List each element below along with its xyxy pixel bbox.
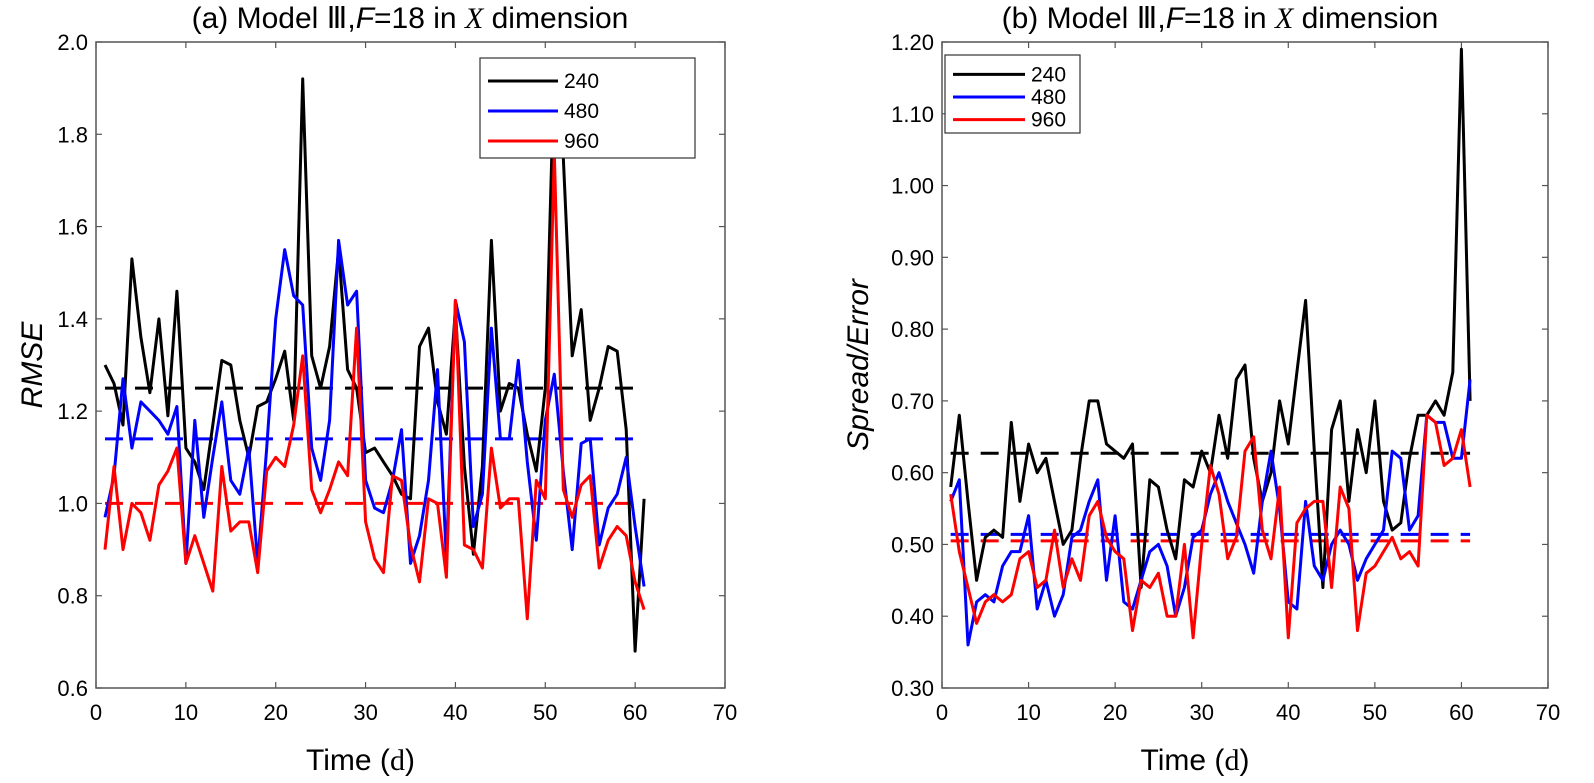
title-prefix: (b) Model — [1002, 2, 1137, 35]
y-tick-label: 0.40 — [891, 604, 934, 629]
y-tick-label: 0.6 — [57, 676, 88, 701]
panel-a-y-label: RMSE — [16, 321, 49, 409]
title-suffix: dimension — [483, 2, 628, 35]
x-tick-label: 50 — [1363, 700, 1387, 725]
x-tick-label: 60 — [1449, 700, 1473, 725]
x-tick-label: 60 — [623, 700, 647, 725]
legend-label-240: 240 — [1031, 63, 1066, 86]
title-f-symbol: F — [356, 2, 376, 35]
y-tick-label: 1.10 — [891, 102, 934, 127]
x-tick-label: 30 — [353, 700, 377, 725]
x-tick-label: 10 — [174, 700, 198, 725]
title-f-value: =18 in — [1184, 2, 1275, 35]
title-dim-symbol: X — [1274, 2, 1295, 35]
legend-label-240: 240 — [564, 70, 599, 93]
x-label-close: ) — [1239, 744, 1249, 777]
legend-label-480: 480 — [1031, 86, 1066, 109]
x-tick-label: 0 — [936, 700, 948, 725]
x-tick-label: 40 — [1276, 700, 1300, 725]
y-tick-label: 1.8 — [57, 122, 88, 147]
panel-a-legend: 240 480 960 — [479, 57, 696, 159]
y-tick-label: 2.0 — [57, 30, 88, 55]
title-prefix: (a) Model — [192, 2, 327, 35]
y-tick-label: 1.6 — [57, 215, 88, 240]
x-tick-label: 30 — [1189, 700, 1213, 725]
title-suffix: dimension — [1293, 2, 1438, 35]
x-tick-label: 40 — [443, 700, 467, 725]
title-f-value: =18 in — [374, 2, 465, 35]
y-tick-label: 0.30 — [891, 676, 934, 701]
panel-b-series-lines — [949, 47, 1472, 647]
panel-a-y-ticks: 0.6 0.8 1.0 1.2 1.4 1.6 1.8 2.0 — [57, 30, 725, 701]
panel-b-spread-error: (b) Model Ⅲ,F=18 in X dimension 0.30 0.40… — [842, 2, 1560, 777]
x-tick-label: 20 — [1103, 700, 1127, 725]
x-label-unit: d — [1224, 744, 1239, 777]
series-line-480 — [949, 379, 1472, 647]
x-tick-label: 0 — [90, 700, 102, 725]
y-tick-label: 1.0 — [57, 491, 88, 516]
panel-b-x-ticks: 0 10 20 30 40 50 60 70 — [936, 42, 1560, 725]
x-label-close: ) — [405, 744, 415, 777]
panel-a-x-label: Time (d) — [306, 744, 415, 777]
title-model-numeral: Ⅲ — [1137, 2, 1158, 35]
y-tick-label: 1.00 — [891, 174, 934, 199]
y-tick-label: 0.50 — [891, 532, 934, 557]
title-sep: , — [1157, 2, 1165, 35]
y-tick-label: 0.90 — [891, 245, 934, 270]
x-label-text: Time ( — [1141, 744, 1225, 777]
title-model-numeral: Ⅲ — [327, 2, 348, 35]
title-dim-symbol: X — [464, 2, 485, 35]
panel-a-title: (a) Model Ⅲ,F=18 in X dimension — [192, 2, 629, 35]
legend-label-960: 960 — [1031, 109, 1066, 132]
x-tick-label: 70 — [1536, 700, 1560, 725]
x-tick-label: 10 — [1016, 700, 1040, 725]
x-label-unit: d — [390, 744, 405, 777]
legend-label-960: 960 — [564, 130, 599, 153]
y-tick-label: 0.8 — [57, 584, 88, 609]
legend-label-480: 480 — [564, 100, 599, 123]
y-tick-label: 1.2 — [57, 399, 88, 424]
panel-b-x-label: Time (d) — [1141, 744, 1250, 777]
series-line-480 — [103, 238, 646, 587]
y-tick-label: 0.70 — [891, 389, 934, 414]
panel-b-mean-lines — [950, 451, 1471, 543]
x-tick-label: 50 — [533, 700, 557, 725]
panel-a-rmse: (a) Model Ⅲ,F=18 in X dimension 0.6 0.8 1.… — [16, 2, 737, 777]
title-sep: , — [347, 2, 355, 35]
panel-b-title: (b) Model Ⅲ,F=18 in X dimension — [1002, 2, 1439, 35]
x-tick-label: 20 — [263, 700, 287, 725]
x-tick-label: 70 — [713, 700, 737, 725]
panel-a-x-ticks: 0 10 20 30 40 50 60 70 — [90, 42, 737, 725]
panel-b-y-ticks: 0.30 0.40 0.50 0.60 0.70 0.80 0.90 1.00 1.10 1.20 — [891, 30, 1548, 701]
x-label-text: Time ( — [306, 744, 390, 777]
y-tick-label: 0.60 — [891, 461, 934, 486]
title-f-symbol: F — [1166, 2, 1186, 35]
series-line-960 — [949, 413, 1472, 640]
panel-b-y-label: Spread/Error — [842, 278, 875, 451]
y-tick-label: 0.80 — [891, 317, 934, 342]
y-tick-label: 1.4 — [57, 307, 88, 332]
y-tick-label: 1.20 — [891, 30, 934, 55]
